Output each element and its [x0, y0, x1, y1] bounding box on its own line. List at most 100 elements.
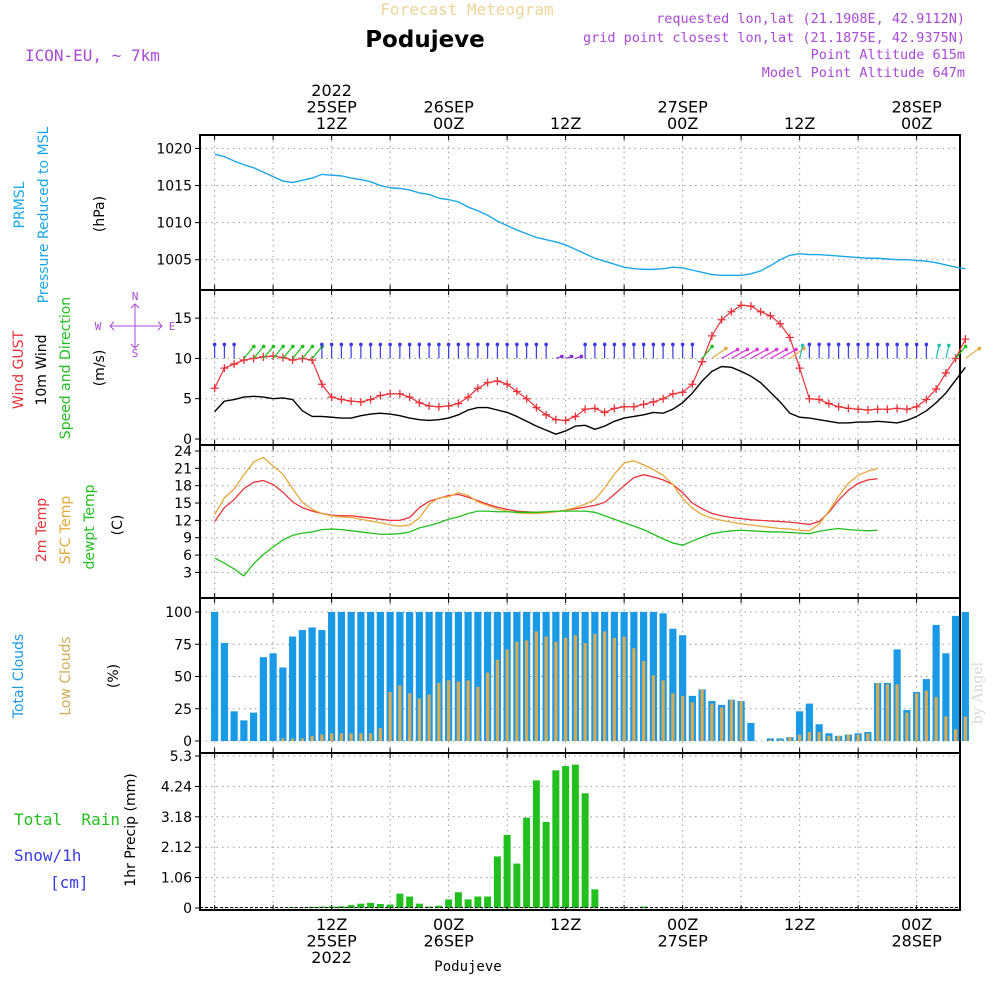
y-tick-label: 18 — [174, 479, 192, 495]
low-cloud-bar — [447, 680, 451, 741]
wind-direction-arrow — [935, 345, 940, 359]
y-tick-label: 24 — [174, 444, 192, 460]
y-tick-label: 100 — [165, 605, 192, 621]
low-cloud-bar — [622, 636, 626, 741]
dewpt-label: dewpt Temp — [82, 484, 98, 569]
panel-frame — [199, 134, 961, 291]
low-cloud-bar — [720, 707, 724, 741]
wind-arrow-head — [671, 342, 675, 347]
wind-arrow-head — [515, 342, 519, 347]
wind-arrow-head — [622, 342, 626, 347]
model-name: ICON-EU, ~ 7km — [25, 46, 160, 65]
wind-direction-arrow — [301, 346, 313, 359]
low-cloud-bar — [310, 735, 314, 741]
wind-labels: Wind GUST 10m Wind Speed and Direction (… — [11, 290, 175, 439]
low-cloud-bar — [642, 661, 646, 741]
low-cloud-bar — [798, 734, 802, 741]
wind-10m-line — [214, 365, 966, 435]
total-cloud-bar — [415, 612, 423, 741]
wind-gust-marker — [698, 357, 707, 366]
total-cloud-bar — [386, 612, 394, 741]
low-cloud-bar — [515, 641, 519, 741]
wind-direction-arrow — [311, 346, 323, 359]
rain-bar — [474, 896, 482, 908]
wind-gust-marker — [483, 378, 492, 387]
wind-gust-marker — [532, 403, 541, 412]
time-label-bottom: 00Z — [433, 915, 464, 934]
wind-gust-marker — [834, 402, 843, 411]
location-title: Podujeve — [365, 27, 485, 53]
wind-gust-marker — [581, 405, 590, 414]
wind-arrow-head — [765, 347, 769, 352]
rain-bar — [591, 889, 599, 908]
total-cloud-bar — [328, 612, 336, 741]
wind-gust-marker — [386, 389, 395, 398]
wind-gust-marker — [844, 404, 853, 413]
total-cloud-bar — [347, 612, 355, 741]
time-label-top: 12Z — [784, 114, 815, 133]
wind-gust-marker — [395, 389, 404, 398]
panel-frame — [199, 752, 961, 911]
rain-bar — [552, 770, 560, 908]
y-tick-label: 6 — [183, 548, 192, 564]
total-cloud-bar — [259, 657, 267, 741]
total-cloud-bar — [659, 613, 667, 741]
total-cloud-bar — [308, 627, 316, 741]
wind-arrow-head — [368, 342, 373, 347]
wind-arrow-head — [579, 354, 584, 359]
wind-gust-marker — [269, 352, 278, 361]
total-cloud-bar — [961, 612, 969, 741]
time-label-top: 25SEP — [306, 98, 357, 117]
sfc-line — [214, 456, 878, 532]
low-cloud-bar — [963, 716, 967, 741]
low-cloud-bar — [827, 735, 831, 741]
wind-gust-marker — [766, 311, 775, 320]
wind-gust-marker — [327, 393, 336, 402]
wind-arrow-head — [836, 342, 841, 347]
wind-gust-marker — [600, 408, 609, 417]
wind-arrow-head — [632, 342, 636, 347]
low-cloud-bar — [866, 733, 870, 741]
y-tick-label: 1015 — [156, 179, 192, 195]
low-cloud-bar — [398, 685, 402, 741]
wind-arrow-head — [378, 342, 383, 347]
total-cloud-bar — [367, 612, 375, 741]
wind-gust-marker — [805, 394, 814, 403]
low-cloud-bar — [291, 738, 295, 741]
wind-gust-marker — [347, 397, 356, 406]
total-cloud-bar — [474, 612, 482, 741]
rain-bar — [435, 905, 443, 908]
compass-arrows — [109, 303, 163, 349]
time-label-top: 00Z — [667, 114, 698, 133]
wind-gust-marker — [620, 402, 629, 411]
low-cloud-bar — [281, 738, 285, 741]
panel-frame — [199, 289, 961, 446]
wind-direction-arrow — [272, 346, 284, 359]
rain-bar — [532, 780, 540, 908]
low-cloud-bar — [788, 737, 792, 741]
rain-bar — [357, 903, 365, 908]
rain-bar — [406, 896, 414, 908]
low-cloud-bar — [417, 698, 421, 741]
pressure-unit: (hPa) — [92, 196, 108, 232]
rain-bar — [562, 766, 570, 908]
y-tick-label: 1010 — [156, 216, 192, 232]
requested-coords: requested lon,lat (21.1908E, 42.9112N) — [656, 11, 965, 27]
wind-gust-marker — [366, 395, 375, 404]
wind-gust-marker — [902, 405, 911, 414]
wind-arrow-head — [232, 342, 236, 347]
wind-gust-marker — [707, 331, 716, 340]
low-cloud-bar — [612, 637, 616, 741]
y-tick-label: 1.06 — [161, 871, 192, 887]
wind-arrow-head — [963, 344, 968, 349]
wind-arrow-head — [827, 342, 831, 347]
wind-gust-marker — [444, 401, 453, 410]
low-cloud-bar — [330, 733, 334, 741]
rain-bar — [493, 856, 501, 908]
total-clouds-label: Total Clouds — [11, 634, 27, 719]
wind-gust-marker — [649, 397, 658, 406]
wind-direction-arrow — [721, 348, 738, 359]
y-tick-label: 25 — [174, 702, 192, 718]
